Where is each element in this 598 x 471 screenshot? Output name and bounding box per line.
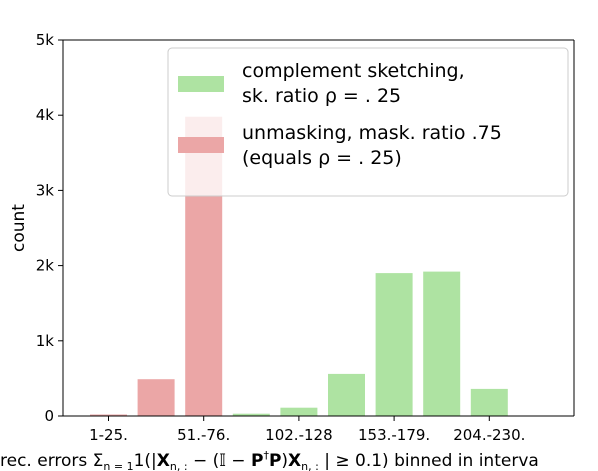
legend: complement sketching, sk. ratio ρ = . 25… — [167, 47, 569, 197]
legend-swatch-complement-sketching — [178, 76, 224, 92]
x-label-part: rec. errors Σ — [0, 451, 103, 471]
x-tick-label: 204.-230. — [453, 426, 525, 444]
x-tick-label: 153.-179. — [358, 426, 430, 444]
legend-label-unmasking-line1: unmasking, mask. ratio .75 — [242, 122, 502, 144]
y-tick-label: 4k — [36, 106, 55, 124]
y-ticks: 0 1k 2k 3k 4k 5k — [36, 31, 63, 425]
x-tick-label: 102.-128 — [265, 426, 332, 444]
y-tick-label: 3k — [36, 181, 55, 199]
bar-complement-3 — [232, 413, 270, 416]
bar-unmasking-1 — [137, 379, 175, 416]
bar-unmasking-0 — [90, 414, 127, 416]
y-tick-label: 5k — [36, 31, 55, 49]
x-label-part: ) — [281, 451, 288, 471]
bar-complement-7 — [423, 271, 461, 416]
x-ticks: 1-25. 51.-76. 102.-128 153.-179. 204.-230. — [89, 416, 525, 444]
y-tick-label: 1k — [36, 332, 55, 350]
x-label-bold: X — [288, 451, 301, 471]
x-label-part: 1(| — [134, 451, 157, 471]
y-tick-label: 0 — [44, 407, 54, 425]
bar-complement-5 — [328, 373, 365, 416]
x-label-bold: P — [269, 451, 281, 471]
bar-complement-6 — [375, 273, 413, 416]
y-axis-label: count — [9, 204, 29, 252]
x-tick-label: 1-25. — [89, 426, 128, 444]
x-label-sup: † — [263, 449, 269, 462]
x-tick-label: 51.-76. — [177, 426, 230, 444]
bar-complement-4 — [280, 407, 318, 416]
x-label-bold: X — [157, 451, 170, 471]
x-label-sub: n, : — [170, 460, 188, 471]
x-label-sub: n, : — [301, 460, 319, 471]
x-axis-label: rec. errors Σn = 11(|Xn, : − (𝕀 − P†P)Xn… — [0, 449, 539, 471]
x-label-sub: n = 1 — [103, 460, 133, 471]
bar-complement-8 — [470, 388, 508, 416]
legend-label-complement-line2: sk. ratio ρ = . 25 — [242, 85, 401, 107]
legend-swatch-unmasking — [178, 137, 224, 153]
legend-frame — [167, 47, 569, 197]
x-label-part: | ≥ 0.1) binned in interva — [319, 451, 539, 471]
x-label-bold: P — [251, 451, 263, 471]
x-label-part: − (𝕀 − — [188, 451, 251, 471]
y-tick-label: 2k — [36, 257, 55, 275]
legend-label-unmasking-line2: (equals ρ = . 25) — [242, 147, 402, 169]
legend-label-complement-line1: complement sketching, — [242, 60, 465, 82]
